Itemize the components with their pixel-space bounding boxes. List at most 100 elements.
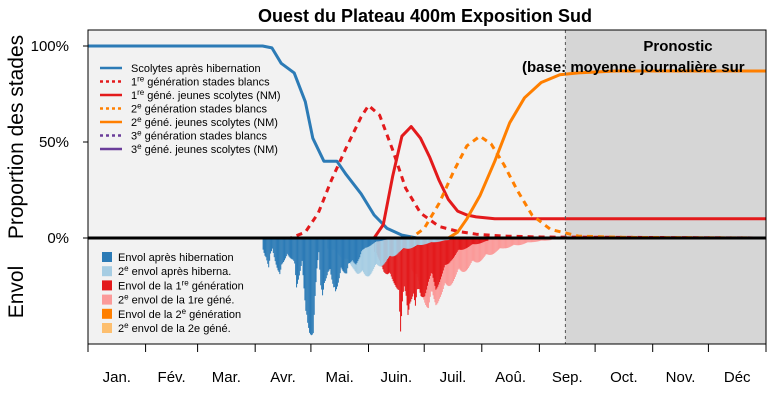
x-tick-label: Déc <box>724 369 751 386</box>
flight-bar <box>468 238 470 247</box>
flight-bar <box>382 238 384 266</box>
flight-bar <box>306 238 308 315</box>
flight-bar <box>403 238 405 249</box>
flight-bar <box>267 238 269 264</box>
flight-bar <box>493 238 495 254</box>
flight-bar <box>447 238 449 264</box>
flight-bar <box>469 238 471 246</box>
flight-bar <box>277 238 279 271</box>
flight-bar <box>486 238 488 255</box>
flight-bar <box>479 238 481 262</box>
flight-bar <box>455 238 457 254</box>
legend-swatch <box>102 294 112 305</box>
flight-bar <box>309 238 311 335</box>
flight-bar <box>475 238 477 245</box>
flight-bar <box>513 238 515 245</box>
flight-bar <box>466 238 468 270</box>
flight-bar <box>430 238 432 243</box>
flight-bar <box>416 238 418 245</box>
flight-bar <box>424 238 426 245</box>
flight-bar <box>524 238 526 244</box>
flight-bar <box>374 238 377 242</box>
flight-bar <box>268 238 270 268</box>
flight-bar <box>292 238 294 260</box>
flight-bar <box>350 238 352 262</box>
legend-swatch <box>102 252 112 262</box>
flight-bar <box>399 238 401 252</box>
flight-bar <box>491 238 493 255</box>
flight-bar <box>379 238 381 242</box>
flight-bar <box>395 238 397 256</box>
flight-bar <box>449 238 451 263</box>
series-line <box>88 134 767 240</box>
flight-bar <box>414 238 416 306</box>
flight-bar <box>327 238 329 272</box>
flight-bar <box>421 238 423 297</box>
legend-entry: Envol de la 2e génération <box>102 307 241 321</box>
flight-bar <box>471 238 473 262</box>
flight-bar <box>413 238 416 247</box>
flight-bar <box>363 238 365 274</box>
flight-bar <box>417 238 419 289</box>
flight-bar <box>370 238 372 246</box>
flight-bar <box>400 238 403 317</box>
flight-bar <box>408 238 410 249</box>
flight-bar <box>427 238 429 286</box>
flight-bar <box>404 238 406 249</box>
flight-bar <box>450 238 452 286</box>
flight-bar <box>403 238 405 287</box>
flight-bar <box>500 238 502 249</box>
legend-label: 3e géné. jeunes scolytes (NM) <box>131 142 278 156</box>
legend-label: Envol de la 2e génération <box>118 307 241 321</box>
flight-bar <box>363 238 365 249</box>
flight-bar <box>400 238 402 251</box>
flight-bar <box>476 238 478 245</box>
flight-bar <box>452 238 454 283</box>
flight-bar <box>496 238 498 251</box>
flight-bar <box>400 238 402 332</box>
flight-bar <box>316 238 318 269</box>
flight-bar <box>502 238 504 249</box>
flight-bar <box>387 238 389 259</box>
flight-bar <box>434 238 436 243</box>
flight-bar <box>408 238 410 310</box>
flight-bar <box>536 238 538 242</box>
flight-bar <box>396 238 398 289</box>
flight-bar <box>474 238 476 245</box>
flight-bar <box>326 238 328 276</box>
plot-frame <box>87 29 767 345</box>
flight-bar <box>346 238 348 274</box>
flight-bar <box>506 238 508 248</box>
flight-bar <box>314 238 316 296</box>
flight-bar <box>505 238 507 249</box>
flight-bar <box>476 238 478 263</box>
flight-bar <box>387 238 390 258</box>
forecast-subtitle: (base: moyenne journalière sur <box>522 59 745 76</box>
flight-bar <box>390 238 392 277</box>
forecast-region <box>565 30 766 344</box>
x-tick-label: Mar. <box>212 369 241 386</box>
flight-bar <box>282 238 284 264</box>
flight-bar <box>526 238 528 243</box>
flight-bar <box>415 238 417 298</box>
flight-bar <box>329 238 331 270</box>
flight-bar <box>340 238 342 268</box>
flight-bar <box>401 238 403 302</box>
legend-entry: 3e génération stades blancs <box>100 129 267 143</box>
flight-bar <box>507 238 509 248</box>
flight-bar <box>355 238 357 265</box>
flight-bar <box>530 238 532 243</box>
legend-label: 2e envol après hiberna. <box>118 264 231 278</box>
flight-bar <box>472 238 474 261</box>
flight-bar <box>445 238 447 265</box>
flight-bar <box>439 238 441 283</box>
flight-bar <box>400 238 403 250</box>
flight-bar <box>470 238 472 246</box>
flight-bar <box>436 238 438 243</box>
flight-bar <box>527 238 529 243</box>
flight-bar <box>438 238 440 285</box>
flight-bar <box>335 238 337 292</box>
flight-bar <box>484 238 486 256</box>
legend-label: 3e génération stades blancs <box>131 129 267 143</box>
